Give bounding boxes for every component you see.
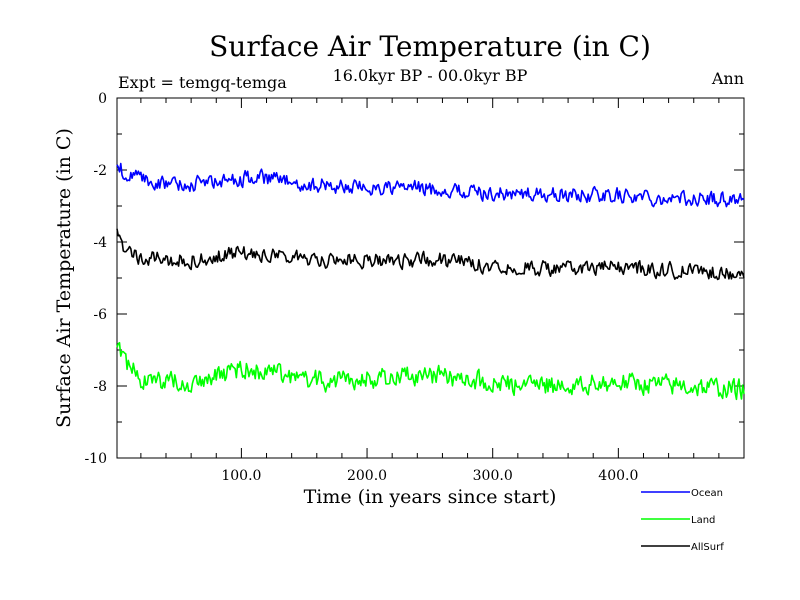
series-line-land — [116, 341, 745, 401]
chart-title: Surface Air Temperature (in C) — [209, 30, 651, 63]
y-axis-label: Surface Air Temperature (in C) — [53, 128, 75, 428]
experiment-label: Expt = temgq-temga — [118, 73, 287, 92]
legend-label-allsurf: AllSurf — [691, 542, 724, 553]
axis-ticks: 100.0 200.0 300.0 400.0 0 -2 -4 -6 -8 -10 — [84, 91, 744, 484]
x-tick-label: 400.0 — [598, 468, 638, 484]
x-tick-label: 300.0 — [473, 468, 513, 484]
y-tick-label: -2 — [93, 163, 107, 179]
y-tick-label: -10 — [84, 451, 107, 467]
plot-frame — [116, 97, 745, 459]
series-lines — [116, 162, 745, 401]
chart-subtitle: 16.0kyr BP - 00.0kyr BP — [333, 66, 528, 85]
y-tick-label: -8 — [93, 379, 107, 395]
period-label: Ann — [711, 69, 744, 88]
legend: Ocean Land AllSurf — [641, 488, 724, 553]
series-line-allsurf — [116, 228, 745, 281]
y-tick-label: -6 — [93, 307, 107, 323]
legend-label-land: Land — [691, 515, 715, 526]
legend-label-ocean: Ocean — [691, 488, 723, 499]
x-axis-label: Time (in years since start) — [304, 486, 557, 508]
x-tick-label: 200.0 — [347, 468, 387, 484]
y-tick-label: -4 — [93, 235, 107, 251]
series-line-ocean — [116, 162, 745, 208]
x-tick-label: 100.0 — [221, 468, 261, 484]
y-tick-label: 0 — [98, 91, 107, 107]
